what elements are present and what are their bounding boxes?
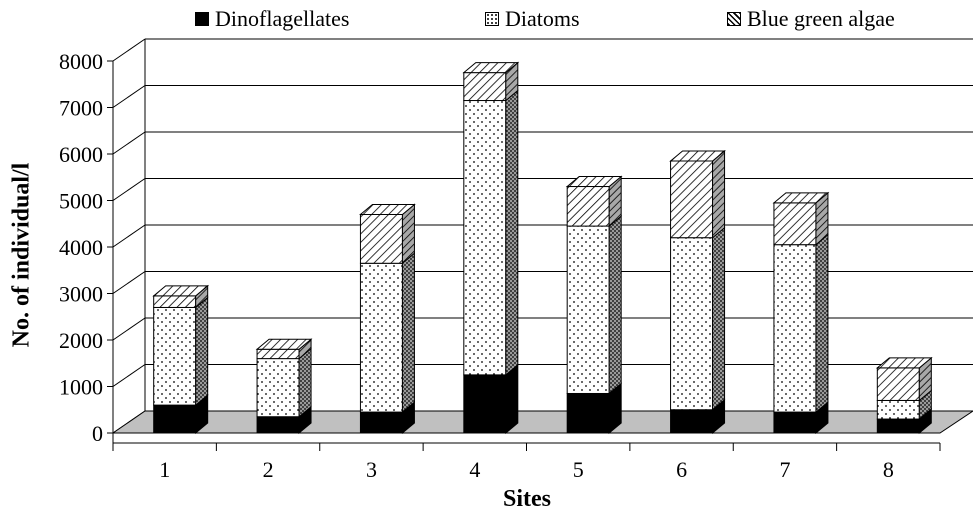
bar-segment-dinoflagellates-side — [505, 363, 519, 435]
bar-segment-dinoflagellates — [670, 409, 714, 434]
legend-label: Dinoflagellates — [215, 6, 350, 31]
bar-segment-blue-green-algae — [876, 367, 920, 401]
legend-label: Diatoms — [505, 6, 580, 31]
y-tick-label: 2000 — [59, 328, 103, 353]
bar-segment-diatoms — [463, 100, 507, 376]
bar-top-face — [669, 150, 726, 162]
bar-segment-blue-green-algae — [566, 186, 610, 227]
stacked-bar — [669, 149, 726, 435]
bar-segment-diatoms — [670, 237, 714, 411]
bar-segment-blue-green-algae — [359, 213, 403, 264]
bar-segment-diatoms-side — [401, 252, 415, 414]
wall-gridline — [112, 38, 146, 62]
stacked-bar — [152, 284, 210, 435]
legend-item-blue-green-algae: Blue green algae — [727, 6, 895, 32]
bar-segment-dinoflagellates — [876, 418, 920, 434]
bar-top-face — [462, 62, 520, 74]
wall-gridline — [112, 178, 146, 201]
bar-segment-diatoms — [359, 262, 403, 413]
legend-item-diatoms: Diatoms — [485, 6, 580, 32]
wall-gridline — [112, 224, 146, 248]
legend-swatch-solid — [195, 12, 209, 26]
wall-gridline — [112, 364, 146, 387]
bar-segment-blue-green-algae-side — [712, 149, 726, 239]
bar-segment-diatoms — [876, 399, 920, 420]
legend-swatch-dots — [485, 12, 499, 26]
bar-segment-diatoms-side — [608, 215, 622, 395]
bar-top-face — [565, 176, 623, 188]
bar-segment-blue-green-algae — [256, 348, 300, 360]
stacked-bar — [875, 356, 933, 435]
bar-segment-blue-green-algae — [773, 202, 817, 246]
bar-segment-diatoms-side — [195, 296, 209, 407]
wall-gridline — [112, 131, 146, 155]
bar-top-face — [359, 203, 416, 215]
chart-floor — [111, 410, 973, 434]
x-axis-title: Sites — [503, 486, 551, 512]
y-tick-label: 6000 — [59, 142, 103, 167]
y-tick-label: 7000 — [59, 96, 103, 121]
axes — [107, 39, 973, 451]
bar-segment-diatoms-side — [815, 233, 829, 414]
y-tick-label: 4000 — [59, 235, 103, 260]
bar-segment-blue-green-algae — [153, 295, 197, 308]
x-tick-label: 3 — [366, 457, 377, 482]
y-tick-label: 8000 — [59, 49, 103, 74]
bars — [152, 61, 933, 435]
bar-segment-diatoms — [773, 244, 817, 413]
bar-segment-dinoflagellates — [773, 411, 817, 434]
stacked-bar — [565, 175, 623, 435]
bar-top-face — [152, 285, 210, 297]
x-tick-label: 4 — [469, 457, 480, 482]
y-tick-label: 0 — [92, 421, 103, 446]
bar-segment-diatoms-side — [712, 226, 726, 411]
stacked-bar — [772, 191, 830, 435]
wall-gridline — [112, 317, 146, 341]
bar-segment-dinoflagellates — [359, 411, 403, 434]
y-tick-label: 5000 — [59, 189, 103, 214]
y-axis-title: No. of individual/l — [8, 162, 35, 348]
x-tick-label: 1 — [159, 457, 170, 482]
legend-swatch-hatch — [727, 12, 741, 26]
bar-segment-dinoflagellates — [153, 404, 197, 434]
bar-segment-dinoflagellates — [566, 392, 610, 434]
x-tick-label: 6 — [676, 457, 687, 482]
wall-gridline — [112, 85, 146, 108]
y-tick-label: 3000 — [59, 282, 103, 307]
bar-segment-diatoms — [153, 306, 197, 406]
stacked-bar — [462, 61, 520, 435]
bar-segment-dinoflagellates — [256, 416, 300, 434]
tick-labels: 0 1000 2000 3000 4000 5000 6000 7000 8000 1 2 3 4 5 6 7… — [59, 49, 894, 482]
bar-top-face — [255, 338, 313, 350]
x-tick-label: 2 — [263, 457, 274, 482]
bar-segment-blue-green-algae — [463, 72, 507, 102]
stacked-bar — [255, 338, 313, 435]
wall-gridline — [112, 271, 146, 294]
gridlines — [112, 38, 973, 434]
x-tick-label: 5 — [573, 457, 584, 482]
bar-top-face — [875, 357, 933, 369]
stacked-bar — [359, 203, 416, 435]
bar-top-face — [772, 192, 830, 204]
legend: Dinoflagellates Diatoms Blue green algae — [0, 6, 973, 36]
x-tick-label: 7 — [779, 457, 790, 482]
bar-segment-blue-green-algae — [670, 160, 714, 239]
bar-segment-diatoms-side — [505, 89, 519, 376]
bar-segment-diatoms — [256, 358, 300, 418]
legend-item-dinoflagellates: Dinoflagellates — [195, 6, 349, 32]
bar-segment-diatoms — [566, 225, 610, 394]
y-tick-label: 1000 — [59, 375, 103, 400]
bar-segment-dinoflagellates — [463, 374, 507, 434]
legend-label: Blue green algae — [747, 6, 895, 31]
bar-segment-diatoms-side — [298, 347, 312, 418]
x-tick-label: 8 — [883, 457, 894, 482]
